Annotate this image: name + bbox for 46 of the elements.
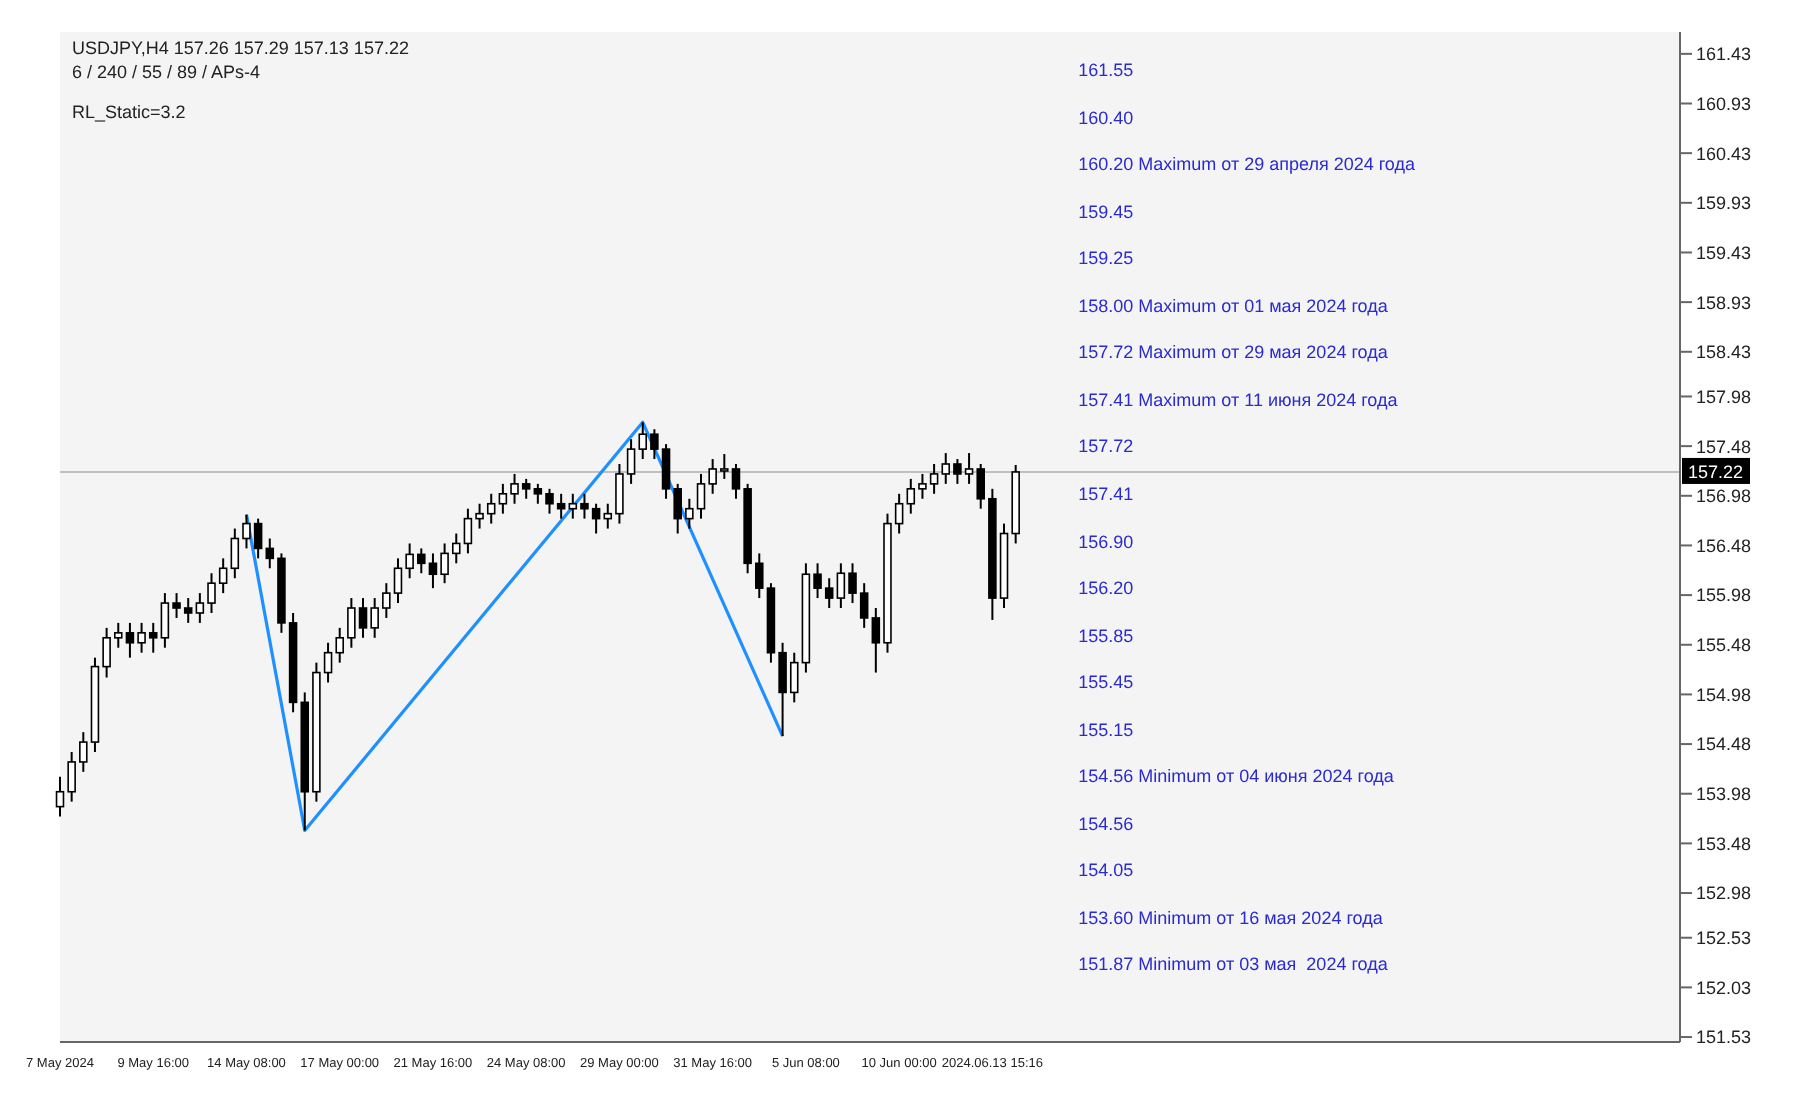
y-tick-label: 156.48 bbox=[1696, 535, 1752, 556]
annotation: 156.90 bbox=[1078, 531, 1134, 551]
y-tick-label: 156.98 bbox=[1696, 486, 1752, 507]
y-tick-label: 158.43 bbox=[1696, 342, 1752, 363]
y-tick-label: 152.53 bbox=[1696, 928, 1752, 949]
y-tick-label: 152.03 bbox=[1696, 977, 1752, 998]
y-tick-label: 153.98 bbox=[1696, 784, 1752, 805]
annotation: 160.20 Maximum от 29 апреля 2024 года bbox=[1078, 154, 1415, 175]
y-tick-label: 154.98 bbox=[1696, 684, 1752, 705]
ref-line-label: 157.22 bbox=[1688, 461, 1744, 482]
y-tick-label: 152.98 bbox=[1696, 883, 1752, 904]
annotation: 154.05 bbox=[1078, 860, 1134, 881]
y-tick-label: 160.93 bbox=[1696, 93, 1752, 114]
text: 6 / 240 / 55 / 89 / APs-4 bbox=[72, 60, 263, 84]
annotation: RL_Static=3.2 bbox=[72, 100, 188, 124]
annotation: 157.41 bbox=[1078, 483, 1134, 504]
annotation: 157.72 bbox=[1078, 436, 1134, 457]
y-tick-label: 159.93 bbox=[1696, 193, 1752, 214]
annotation: 154.56 Minimum от 04 июня 2024 года bbox=[1078, 766, 1394, 787]
annotation: 155.45 bbox=[1078, 672, 1134, 693]
line-series bbox=[244, 420, 785, 833]
y-tick-label: 161.43 bbox=[1696, 44, 1752, 65]
y-tick-label: 154.48 bbox=[1696, 734, 1752, 755]
annotation: 159.25 bbox=[1078, 248, 1134, 269]
annotation: 161.55 bbox=[1078, 60, 1134, 80]
y-tick-label: 159.43 bbox=[1696, 242, 1752, 263]
annotation: 155.85 bbox=[1078, 625, 1134, 646]
annotation: 160.40 bbox=[1078, 107, 1134, 128]
y-tick-label: 153.48 bbox=[1696, 833, 1752, 854]
y-tick-label: 151.53 bbox=[1696, 1027, 1752, 1048]
y-tick-label: 160.43 bbox=[1696, 143, 1752, 164]
annotation: 153.60 Minimum от 16 мая 2024 года bbox=[1078, 907, 1383, 928]
annotation: 154.56 bbox=[1078, 813, 1134, 834]
annotation: 157.72 Maximum от 29 мая 2024 года bbox=[1078, 342, 1388, 363]
annotation: 151.87 Minimum от 03 мая 2024 года bbox=[1078, 954, 1388, 975]
annotation: 157.41 Maximum от 11 июня 2024 года bbox=[1078, 389, 1398, 410]
annotation: 155.15 bbox=[1078, 719, 1134, 740]
y-tick-label: 155.98 bbox=[1696, 585, 1752, 606]
annotation: 158.00 Maximum от 01 мая 2024 года bbox=[1078, 295, 1388, 316]
y-tick-label: 155.48 bbox=[1696, 635, 1752, 656]
chart-title: USDJPY,H4 157.26 157.29 157.13 157.22 bbox=[72, 36, 409, 60]
y-tick-label: 157.98 bbox=[1696, 386, 1752, 407]
y-tick-label: 157.48 bbox=[1696, 436, 1752, 457]
annotation: 159.45 bbox=[1078, 201, 1134, 222]
y-tick-label: 158.93 bbox=[1696, 292, 1752, 313]
annotation: 156.20 bbox=[1078, 578, 1134, 599]
